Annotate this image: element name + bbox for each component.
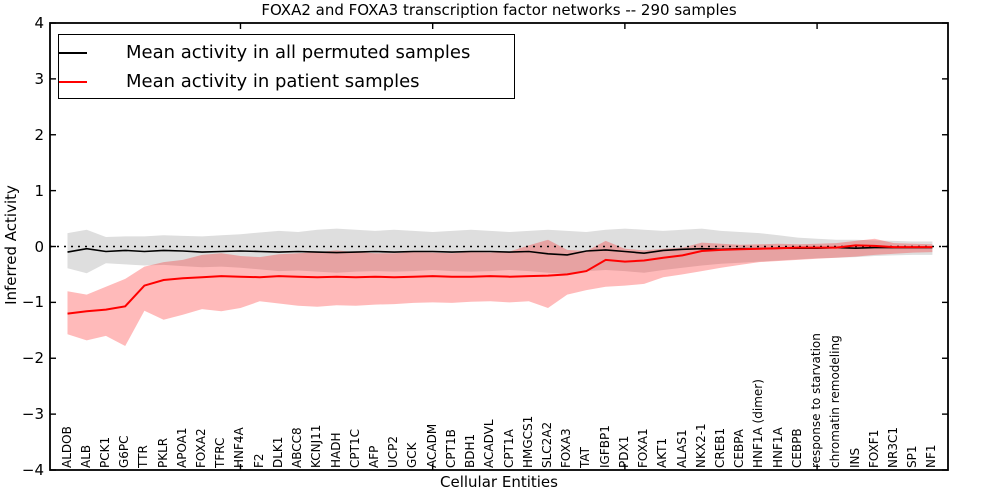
x-category-label: SP1 [905, 445, 920, 469]
x-category-label: APOA1 [174, 427, 189, 468]
patient-mean-line [67, 244, 933, 315]
x-category-label: chromatin remodeling [828, 335, 843, 468]
x-category-label: PDX1 [616, 435, 631, 468]
x-category-label: F2 [251, 453, 266, 468]
x-category-label: BDH1 [463, 433, 478, 468]
x-category-label: CPT1A [501, 429, 516, 468]
x-category-label: HMGCS1 [520, 415, 535, 468]
x-category-label: NF1 [924, 444, 939, 468]
x-category-label: ALDOB [59, 426, 74, 468]
x-category-label: CEBPA [732, 429, 747, 468]
y-tick-label: −3 [21, 405, 44, 424]
x-category-label: TAT [578, 446, 593, 468]
x-category-label: response to starvation [809, 333, 824, 468]
permuted-line-sample-icon [59, 52, 87, 54]
x-category-label: CEBPB [789, 428, 804, 468]
x-category-label: KCNJ11 [309, 424, 324, 468]
x-category-label: HADH [328, 432, 343, 469]
y-tick-label: 1 [34, 181, 44, 200]
x-category-label: PKLR [155, 437, 170, 468]
x-category-label: CPT1C [347, 429, 362, 468]
legend-label-permuted: Mean activity in all permuted samples [126, 42, 471, 63]
x-category-label: AFP [367, 445, 382, 468]
x-category-label: SLC2A2 [540, 421, 554, 468]
x-category-label: AKT1 [655, 437, 670, 468]
x-category-label: FOXA1 [636, 428, 651, 468]
x-category-label: FOXA2 [194, 428, 209, 468]
x-category-label: INS [847, 447, 862, 468]
y-tick-label: −1 [21, 293, 44, 312]
x-category-label: ALAS1 [674, 429, 689, 468]
x-category-label: TFRC [213, 437, 228, 468]
y-tick-label: −4 [21, 461, 44, 479]
x-category-label: GCK [405, 442, 420, 468]
patient-confidence-band [67, 238, 933, 346]
y-tick-label: 0 [34, 237, 44, 256]
y-tick-label: 2 [34, 125, 44, 144]
x-category-label: TTR [136, 445, 151, 468]
x-category-label: G6PC [117, 435, 132, 468]
y-tick-label: 3 [34, 69, 44, 88]
chart-title: FOXA2 and FOXA3 transcription factor net… [261, 1, 737, 19]
x-category-label: ACADVL [482, 419, 497, 468]
x-category-label: UCP2 [386, 435, 401, 468]
x-axis-label: Cellular Entities [440, 473, 558, 491]
x-category-label: NR3C1 [885, 427, 900, 468]
x-category-label: NKX2-1 [693, 423, 708, 468]
x-category-label: CREB1 [712, 427, 727, 468]
patient-line-sample-icon [59, 81, 87, 83]
x-category-label: HNF1A [770, 427, 785, 468]
x-category-label: PCK1 [97, 436, 112, 468]
x-category-label: HNF4A [232, 427, 247, 468]
x-category-label: ALB [78, 444, 93, 468]
legend-label-patient: Mean activity in patient samples [126, 71, 420, 92]
legend: Mean activity in all permuted samples Me… [58, 34, 515, 99]
x-category-label: DLK1 [270, 436, 285, 468]
x-category-label: HNF1A (dimer) [751, 379, 766, 468]
x-category-label: ABCC8 [290, 427, 305, 468]
y-tick-label: −2 [21, 349, 44, 368]
x-category-label: IGFBP1 [597, 425, 612, 468]
x-category-label: ACADM [424, 423, 439, 468]
x-category-label: CPT1B [443, 429, 458, 468]
x-category-label: FOXA3 [559, 428, 574, 468]
y-tick-label: 4 [34, 14, 44, 32]
x-category-label: FOXF1 [866, 429, 881, 468]
